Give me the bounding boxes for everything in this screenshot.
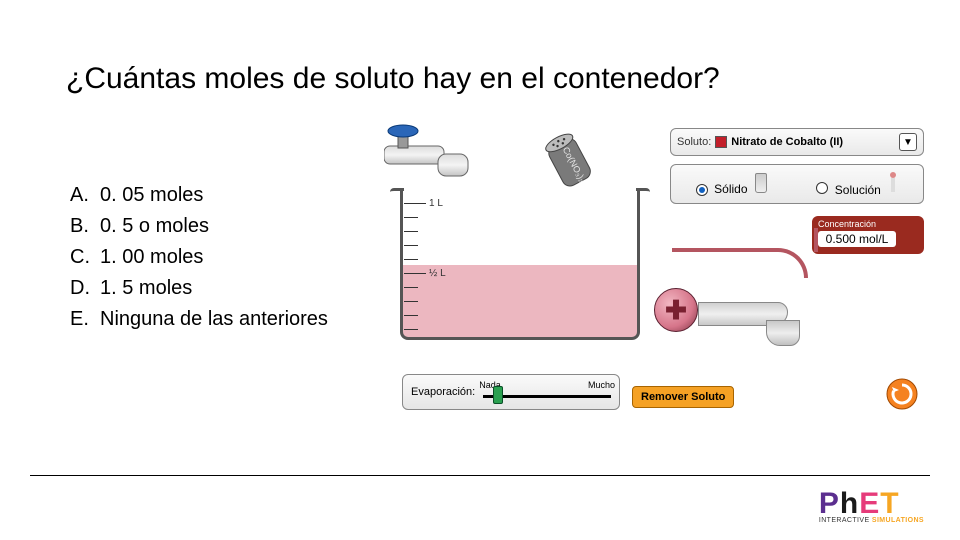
answer-a: A. 0. 05 moles <box>70 180 328 211</box>
answer-letter: A. <box>70 180 100 211</box>
reset-all-button[interactable] <box>886 378 918 410</box>
concentration-label: Concentración <box>818 219 918 229</box>
solute-label: Soluto: <box>677 136 711 148</box>
solute-shaker-icon[interactable]: Co(NO₃)₂ <box>536 122 604 200</box>
probe-tube <box>672 248 808 278</box>
beaker-lip <box>636 188 650 192</box>
radio-solid[interactable]: Sólido <box>696 173 767 196</box>
dropdown-arrow-icon[interactable]: ▼ <box>899 133 917 151</box>
logo-e: E <box>859 487 880 520</box>
logo-subtitle: INTERACTIVE SIMULATIONS <box>819 517 924 524</box>
answer-letter: C. <box>70 242 100 273</box>
phet-sim-screenshot: Co(NO₃)₂ Soluto: Nitrato de Cobalto (II)… <box>376 124 932 410</box>
answer-text: 0. 05 moles <box>100 180 203 211</box>
shaker-mini-icon <box>755 173 767 193</box>
drain-spout <box>766 320 800 346</box>
tick-1l-label: 1 L <box>429 198 443 209</box>
question-title: ¿Cuántas moles de soluto hay en el conte… <box>66 62 720 96</box>
answer-c: C. 1. 00 moles <box>70 242 328 273</box>
dispense-mode-radios: Sólido Solución <box>670 164 924 204</box>
evaporation-slider[interactable]: Nada Mucho <box>483 382 611 402</box>
answer-letter: B. <box>70 211 100 242</box>
slider-max-label: Mucho <box>588 380 615 390</box>
answer-text: Ninguna de las anteriores <box>100 304 328 335</box>
solute-name: Nitrato de Cobalto (II) <box>731 136 899 148</box>
phet-logo: PhET INTERACTIVE SIMULATIONS <box>819 487 924 524</box>
beaker: 1 L ½ L <box>386 190 654 346</box>
valve-handle-icon: ✚ <box>665 295 687 326</box>
evaporation-label: Evaporación: <box>411 386 475 398</box>
answer-text: 1. 00 moles <box>100 242 203 273</box>
radio-icon <box>696 184 708 196</box>
concentration-value: 0.500 mol/L <box>818 231 896 247</box>
logo-sub-b: SIMULATIONS <box>872 517 924 524</box>
beaker-ticks: 1 L ½ L <box>404 196 446 336</box>
answer-text: 1. 5 moles <box>100 273 192 304</box>
answer-text: 0. 5 o moles <box>100 211 209 242</box>
answer-letter: D. <box>70 273 100 304</box>
drain-valve[interactable]: ✚ <box>654 288 698 332</box>
evaporation-panel: Evaporación: Nada Mucho <box>402 374 620 410</box>
drain-assembly: ✚ <box>654 288 804 368</box>
answer-e: E. Ninguna de las anteriores <box>70 304 328 335</box>
concentration-readout: Concentración 0.500 mol/L <box>812 216 924 254</box>
solute-dropdown[interactable]: Soluto: Nitrato de Cobalto (II) ▼ <box>670 128 924 156</box>
probe-tube <box>814 228 818 252</box>
logo-sub-a: INTERACTIVE <box>819 517 872 524</box>
logo-h: h <box>840 487 859 520</box>
remove-solute-button[interactable]: Remover Soluto <box>632 386 734 408</box>
radio-solid-label: Sólido <box>714 182 747 196</box>
answer-d: D. 1. 5 moles <box>70 273 328 304</box>
answer-b: B. 0. 5 o moles <box>70 211 328 242</box>
radio-icon <box>816 182 828 194</box>
logo-p: P <box>819 487 840 520</box>
dropper-mini-icon <box>888 172 898 194</box>
beaker-lip <box>390 188 404 192</box>
answer-letter: E. <box>70 304 100 335</box>
footer-divider <box>30 475 930 476</box>
solute-color-swatch <box>715 136 727 148</box>
radio-solution-label: Solución <box>835 183 881 197</box>
slider-thumb[interactable] <box>493 386 503 404</box>
radio-solution[interactable]: Solución <box>816 172 898 197</box>
answer-list: A. 0. 05 moles B. 0. 5 o moles C. 1. 00 … <box>70 180 328 335</box>
tick-half-label: ½ L <box>429 268 446 279</box>
water-tap-icon[interactable] <box>384 124 472 186</box>
logo-t: T <box>880 487 899 520</box>
